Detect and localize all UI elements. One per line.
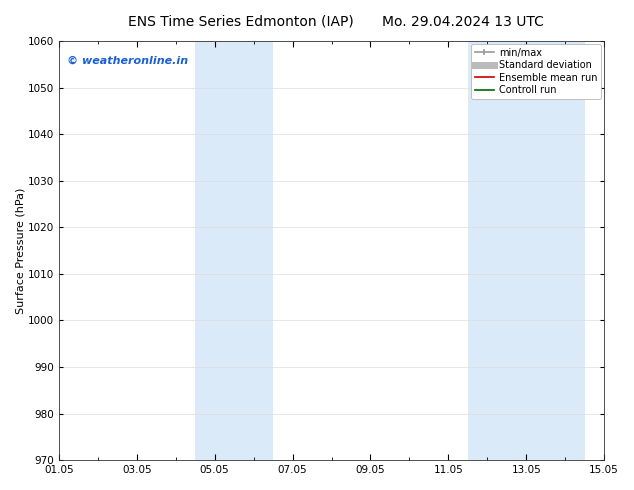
Legend: min/max, Standard deviation, Ensemble mean run, Controll run: min/max, Standard deviation, Ensemble me…: [470, 44, 601, 99]
Text: ENS Time Series Edmonton (IAP): ENS Time Series Edmonton (IAP): [128, 15, 354, 29]
Y-axis label: Surface Pressure (hPa): Surface Pressure (hPa): [15, 187, 25, 314]
Text: © weatheronline.in: © weatheronline.in: [67, 56, 188, 66]
Bar: [195, 41, 273, 460]
Text: Mo. 29.04.2024 13 UTC: Mo. 29.04.2024 13 UTC: [382, 15, 544, 29]
Bar: [468, 41, 585, 460]
